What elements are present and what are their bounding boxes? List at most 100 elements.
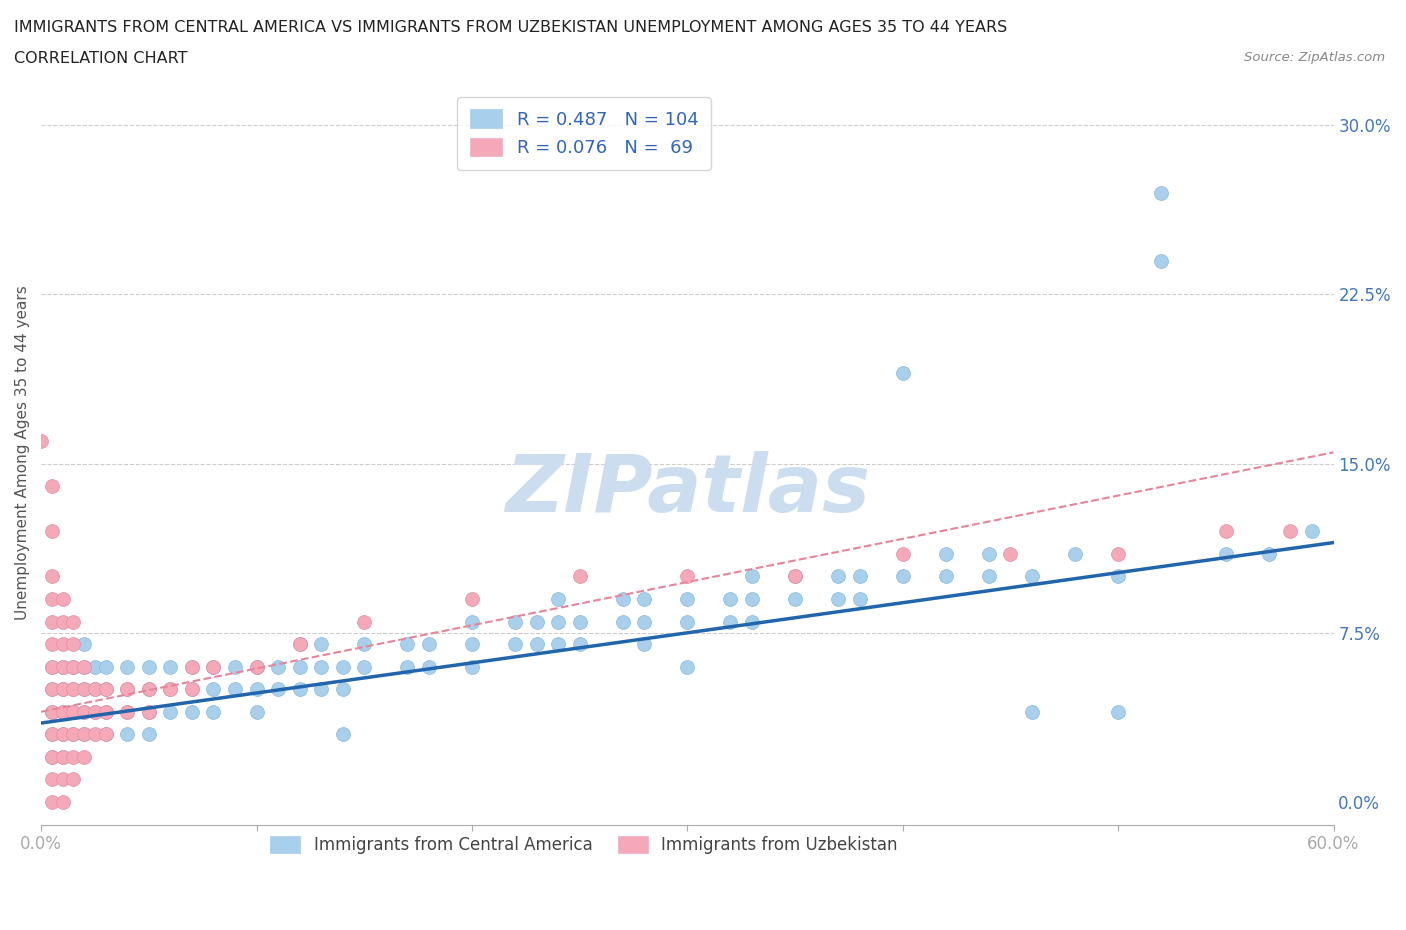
Point	[503, 614, 526, 629]
Point	[84, 704, 107, 719]
Point	[827, 569, 849, 584]
Point	[52, 727, 75, 742]
Point	[202, 659, 225, 674]
Point	[461, 614, 484, 629]
Point	[94, 704, 117, 719]
Point	[676, 659, 699, 674]
Point	[73, 727, 96, 742]
Point	[94, 727, 117, 742]
Text: Source: ZipAtlas.com: Source: ZipAtlas.com	[1244, 51, 1385, 64]
Point	[1279, 524, 1302, 538]
Point	[73, 682, 96, 697]
Point	[526, 637, 548, 652]
Point	[1064, 547, 1087, 562]
Point	[62, 682, 84, 697]
Point	[62, 704, 84, 719]
Point	[977, 547, 1000, 562]
Point	[783, 569, 806, 584]
Point	[41, 614, 63, 629]
Point	[30, 433, 52, 448]
Point	[62, 637, 84, 652]
Point	[52, 659, 75, 674]
Point	[224, 682, 246, 697]
Point	[52, 704, 75, 719]
Point	[568, 637, 591, 652]
Point	[84, 682, 107, 697]
Point	[418, 637, 440, 652]
Point	[62, 750, 84, 764]
Point	[224, 659, 246, 674]
Point	[1021, 704, 1043, 719]
Point	[180, 659, 202, 674]
Point	[741, 614, 763, 629]
Point	[547, 614, 569, 629]
Point	[633, 591, 655, 606]
Point	[41, 524, 63, 538]
Point	[245, 682, 267, 697]
Point	[52, 750, 75, 764]
Point	[62, 727, 84, 742]
Point	[73, 637, 96, 652]
Point	[741, 569, 763, 584]
Point	[117, 727, 139, 742]
Point	[138, 727, 160, 742]
Point	[288, 637, 311, 652]
Point	[41, 637, 63, 652]
Point	[245, 659, 267, 674]
Point	[827, 591, 849, 606]
Point	[309, 659, 332, 674]
Point	[84, 704, 107, 719]
Point	[52, 591, 75, 606]
Point	[676, 591, 699, 606]
Point	[309, 637, 332, 652]
Point	[41, 659, 63, 674]
Point	[73, 704, 96, 719]
Point	[202, 659, 225, 674]
Point	[62, 659, 84, 674]
Point	[633, 614, 655, 629]
Point	[62, 614, 84, 629]
Point	[41, 479, 63, 494]
Point	[612, 614, 634, 629]
Point	[52, 637, 75, 652]
Point	[461, 591, 484, 606]
Point	[180, 682, 202, 697]
Point	[62, 727, 84, 742]
Point	[547, 591, 569, 606]
Point	[138, 682, 160, 697]
Point	[138, 659, 160, 674]
Point	[62, 704, 84, 719]
Point	[117, 704, 139, 719]
Point	[52, 682, 75, 697]
Point	[288, 682, 311, 697]
Point	[117, 659, 139, 674]
Point	[41, 727, 63, 742]
Text: CORRELATION CHART: CORRELATION CHART	[14, 51, 187, 66]
Point	[1107, 547, 1129, 562]
Y-axis label: Unemployment Among Ages 35 to 44 years: Unemployment Among Ages 35 to 44 years	[15, 285, 30, 619]
Point	[1301, 524, 1323, 538]
Point	[84, 727, 107, 742]
Point	[73, 727, 96, 742]
Point	[1150, 185, 1173, 200]
Point	[41, 794, 63, 809]
Point	[353, 659, 375, 674]
Point	[848, 591, 870, 606]
Point	[568, 614, 591, 629]
Point	[180, 682, 202, 697]
Point	[1150, 253, 1173, 268]
Point	[138, 704, 160, 719]
Point	[633, 637, 655, 652]
Point	[1257, 547, 1279, 562]
Point	[41, 591, 63, 606]
Point	[202, 704, 225, 719]
Point	[612, 591, 634, 606]
Point	[117, 704, 139, 719]
Point	[52, 614, 75, 629]
Point	[41, 750, 63, 764]
Point	[1215, 524, 1237, 538]
Point	[568, 569, 591, 584]
Point	[41, 682, 63, 697]
Point	[94, 704, 117, 719]
Point	[288, 637, 311, 652]
